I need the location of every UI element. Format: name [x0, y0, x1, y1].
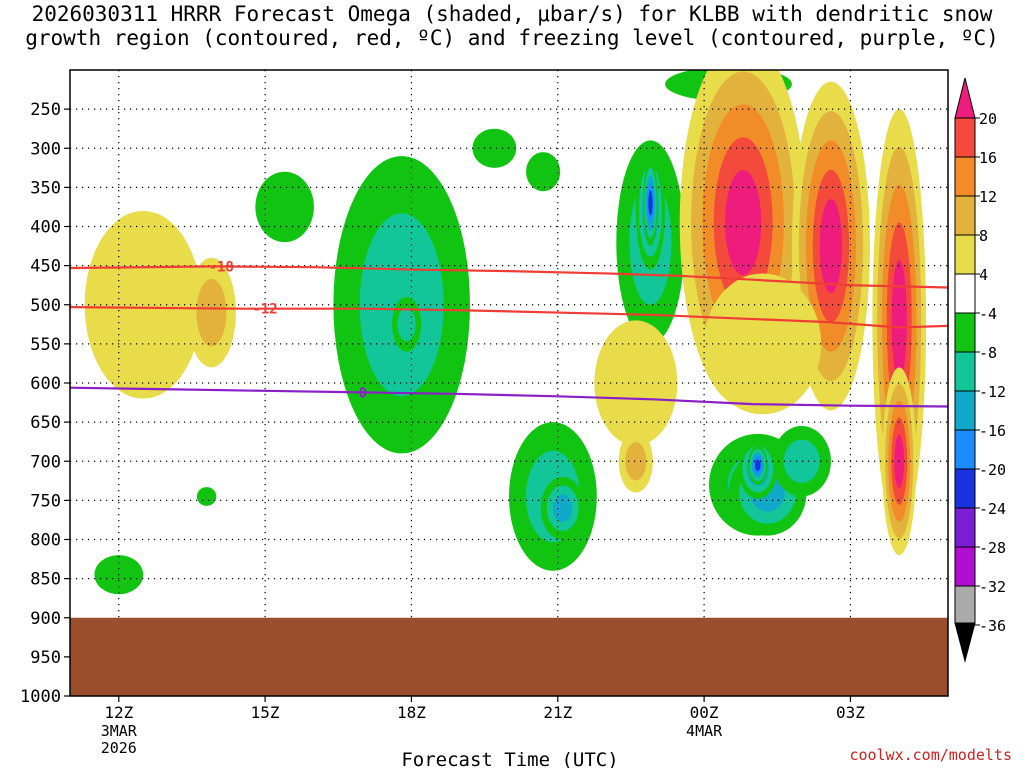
colorbar-label-10: -24: [979, 500, 1006, 518]
colorbar-bottom-arrow: [954, 622, 976, 663]
omega-cell-4-band-0: [255, 171, 314, 243]
xtick-label-21Z: 21Z: [543, 703, 572, 722]
ytick-label-600: 600: [30, 374, 61, 394]
contour-labels: -18 -12 0: [209, 259, 367, 401]
colorbar-label-2: 12: [979, 188, 997, 206]
ytick-label-300: 300: [30, 139, 61, 159]
title-line-1: 2026030311 HRRR Forecast Omega (shaded, …: [31, 2, 993, 26]
colorbar-label-9: -20: [979, 461, 1006, 479]
xtick-sublabel-12Z-1: 2026: [101, 739, 137, 757]
omega-cell-24-band-4: [754, 459, 761, 471]
ytick-label-650: 650: [30, 413, 61, 433]
xtick-label-15Z: 15Z: [251, 703, 280, 722]
colorbar-segment-9: [954, 429, 976, 470]
ytick-label-950: 950: [30, 648, 61, 668]
colorbar-segment-5: [954, 273, 976, 314]
colorbar-segment-7: [954, 351, 976, 392]
omega-cell-10-band-2: [552, 494, 573, 523]
omega-cell-18-band-4: [819, 199, 843, 294]
colorbar-segment-6: [954, 312, 976, 353]
xtick-sublabel-00Z-0: 4MAR: [686, 722, 723, 740]
colorbar-segment-2: [954, 156, 976, 197]
omega-cell-25-band-4: [891, 260, 907, 381]
omega-shading: [84, 70, 927, 595]
chart-title: 2026030311 HRRR Forecast Omega (shaded, …: [0, 2, 1024, 50]
colorbar-label-5: -4: [979, 305, 997, 323]
colorbar-label-6: -8: [979, 344, 997, 362]
omega-cell-13-band-4: [648, 190, 653, 216]
ground-below-surface: [70, 617, 948, 696]
colorbar-label-12: -32: [979, 578, 1006, 596]
colorbar-label-0: 20: [979, 110, 997, 128]
omega-cell-14-band-0: [594, 320, 678, 446]
colorbar-segment-10: [954, 468, 976, 509]
xtick-label-00Z: 00Z: [690, 703, 719, 722]
colorbar: 20 16 12 8 4 -4 -8 -12 -16 -20 -24 -28 -32 -36: [954, 77, 1006, 663]
contour-dgz-18: [70, 265, 948, 289]
colorbar-segment-8: [954, 390, 976, 431]
colorbar-label-4: 4: [979, 266, 988, 284]
colorbar-label-3: 8: [979, 227, 988, 245]
ytick-label-450: 450: [30, 257, 61, 277]
omega-cell-8-band-0: [526, 152, 561, 192]
title-line-2: growth region (contoured, red, ºC) and f…: [25, 26, 999, 50]
ytick-label-700: 700: [30, 452, 61, 472]
omega-cell-6-band-1: [397, 307, 416, 342]
omega-cell-17-band-4: [725, 170, 762, 276]
contour-dgz-12: [70, 305, 948, 329]
xtick-label-12Z: 12Z: [104, 703, 133, 722]
xtick-sublabel-12Z-0: 3MAR: [101, 722, 138, 740]
colorbar-segment-4: [954, 234, 976, 275]
omega-cell-1-band-1: [196, 278, 227, 347]
ytick-label-400: 400: [30, 218, 61, 238]
ytick-label-900: 900: [30, 609, 61, 629]
contour-freezing-0: [70, 386, 948, 408]
colorbar-segment-3: [954, 195, 976, 236]
ytick-label-1000: 1000: [20, 687, 61, 707]
omega-cell-19-band-0: [704, 273, 822, 415]
x-axis-label: Forecast Time (UTC): [401, 749, 618, 768]
contour-label-freezing-0: 0: [358, 385, 366, 401]
omega-cell-3-band-0: [196, 487, 217, 506]
temperature-contours: [70, 265, 948, 408]
ytick-label-350: 350: [30, 178, 61, 198]
colorbar-segment-13: [954, 585, 976, 624]
ytick-label-850: 850: [30, 570, 61, 590]
contour-label-dgz-18: -18: [209, 259, 234, 275]
contour-label-dgz-12: -12: [252, 302, 277, 318]
colorbar-segment-12: [954, 546, 976, 587]
gridlines: [70, 70, 948, 618]
ytick-label-750: 750: [30, 491, 61, 511]
colorbar-label-11: -28: [979, 539, 1006, 557]
ytick-label-550: 550: [30, 335, 61, 355]
xtick-label-03Z: 03Z: [836, 703, 865, 722]
omega-cell-7-band-0: [472, 128, 517, 168]
credit-text: coolwx.com/modelts: [849, 746, 1012, 764]
colorbar-label-8: -16: [979, 422, 1006, 440]
xtick-label-18Z: 18Z: [397, 703, 426, 722]
colorbar-segment-11: [954, 507, 976, 548]
colorbar-label-1: 16: [979, 149, 997, 167]
colorbar-top-arrow: [954, 77, 976, 119]
omega-cell-26-band-4: [894, 434, 905, 489]
ytick-label-500: 500: [30, 296, 61, 316]
colorbar-segment-1: [954, 117, 976, 158]
colorbar-label-13: -36: [979, 617, 1006, 635]
colorbar-label-7: -12: [979, 383, 1006, 401]
pressure-axis: 250 300 350 400 450 500 550 600 650 700 750 800 850 9…: [20, 100, 70, 707]
ytick-label-250: 250: [30, 100, 61, 120]
omega-cell-22-band-1: [783, 439, 820, 483]
omega-cell-15-band-1: [625, 441, 647, 481]
ytick-label-800: 800: [30, 531, 61, 551]
